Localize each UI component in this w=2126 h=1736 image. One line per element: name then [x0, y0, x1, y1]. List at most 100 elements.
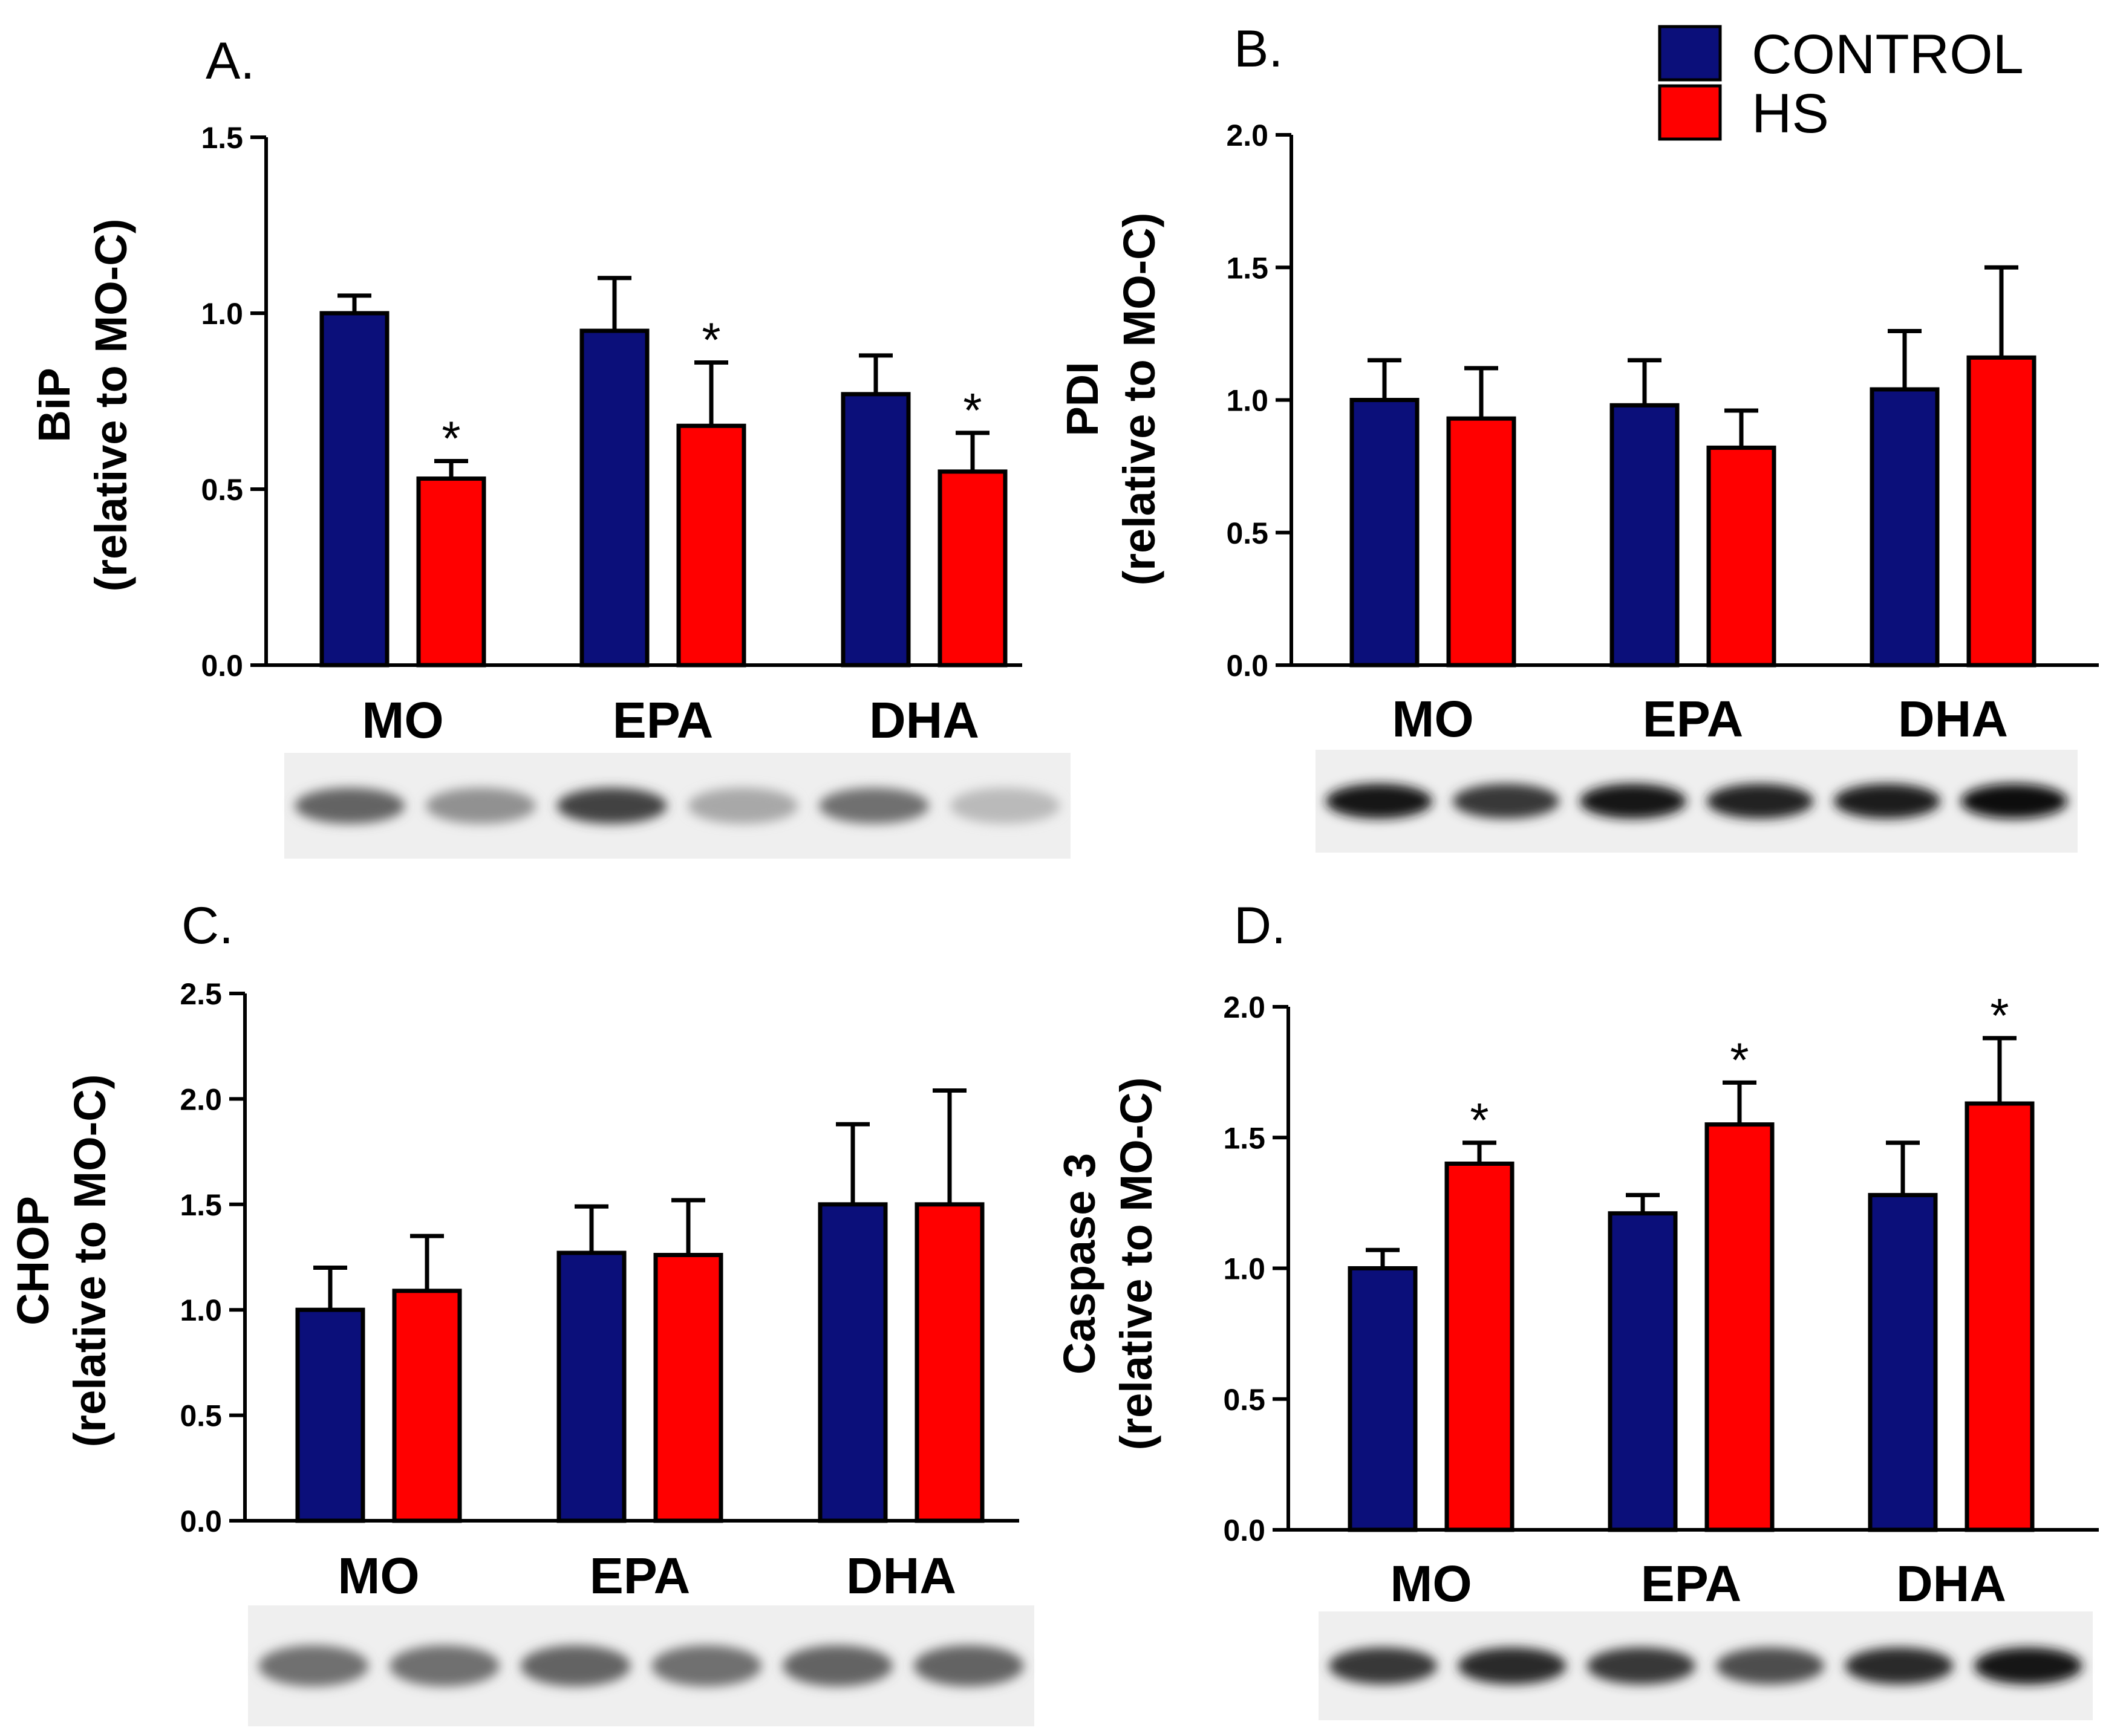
category-label: EPA	[1643, 691, 1743, 747]
bar-hs-dha	[937, 469, 1008, 668]
bar-control-mo	[295, 1307, 365, 1523]
significance-mark: *	[1730, 1033, 1749, 1087]
blot-band	[295, 787, 405, 824]
category-label: DHA	[1898, 691, 2008, 747]
significance-mark: *	[702, 313, 720, 366]
bar-control-epa	[556, 1250, 627, 1523]
y-tick-label: 0.0	[201, 649, 243, 683]
bar-control-dha	[1868, 1192, 1938, 1532]
panel-letter: C.	[181, 897, 233, 955]
blot-band	[426, 787, 536, 824]
y-tick-label: 1.5	[1223, 1121, 1265, 1155]
bar-control-epa	[579, 328, 650, 668]
blot-band	[520, 1645, 631, 1686]
blot-band	[1974, 1647, 2082, 1685]
category-label: EPA	[590, 1547, 690, 1604]
blot-band	[1458, 1647, 1567, 1685]
blot-band	[1586, 1647, 1695, 1685]
y-tick-label: 1.5	[180, 1188, 222, 1222]
blot-band	[1706, 784, 1814, 819]
significance-mark: *	[1470, 1093, 1489, 1147]
bar-hs-dha	[915, 1202, 985, 1523]
category-label: DHA	[869, 692, 979, 749]
bar-control-mo	[1348, 1266, 1418, 1532]
legend-label-hs: HS	[1752, 83, 1829, 145]
category-label: DHA	[1896, 1555, 2006, 1612]
category-label: MO	[362, 692, 443, 749]
y-tick-label: 0.5	[1226, 516, 1268, 550]
y-tick-label: 1.0	[201, 297, 243, 331]
category-label: EPA	[1641, 1555, 1741, 1612]
blot-band	[950, 787, 1060, 824]
significance-mark: *	[1990, 989, 2009, 1042]
blot-band	[1716, 1647, 1825, 1685]
panel-letter: D.	[1234, 897, 1286, 955]
y-tick-label: 1.5	[1226, 251, 1268, 285]
blot-band	[1845, 1647, 1954, 1685]
blot-band	[783, 1645, 893, 1686]
bar-hs-mo	[1446, 416, 1516, 668]
blot-band	[390, 1645, 500, 1686]
blot-band	[913, 1645, 1024, 1686]
category-label: MO	[337, 1547, 419, 1604]
blot-band	[1579, 784, 1687, 819]
blot-band	[258, 1645, 369, 1686]
panel-letter: B.	[1234, 20, 1283, 78]
blot-band	[556, 787, 667, 824]
y-tick-label: 0.5	[201, 473, 243, 507]
legend-swatch-hs	[1658, 84, 1722, 141]
bar-hs-dha	[1965, 1101, 2035, 1532]
y-tick-label: 2.0	[1223, 990, 1265, 1024]
y-tick-label: 2.5	[180, 977, 222, 1011]
blot-band	[1452, 784, 1560, 819]
bar-control-dha	[818, 1202, 888, 1523]
bar-control-epa	[1608, 1211, 1678, 1532]
y-tick-label: 0.0	[180, 1504, 222, 1538]
bar-hs-epa	[676, 423, 746, 668]
blot-band	[1833, 784, 1941, 819]
y-axis-label: CHOP (relative to MO-C)	[8, 1074, 115, 1448]
panel-1: B. PDI (relative to MO-C) 0.0 0.5 1.0 1.5 2.0 MO…	[1057, 20, 2099, 853]
blot-image	[248, 1605, 1034, 1726]
significance-mark: *	[442, 411, 460, 465]
blot-image	[1316, 750, 2078, 853]
y-tick-label: 0.0	[1226, 649, 1268, 683]
y-axis-label: BiP (relative to MO-C)	[29, 219, 136, 592]
bar-hs-epa	[1706, 445, 1776, 668]
category-label: EPA	[613, 692, 713, 749]
category-label: DHA	[846, 1547, 956, 1604]
y-tick-label: 0.5	[180, 1399, 222, 1433]
panels: A. BiP (relative to MO-C) 0.0 0.5 1.0 1.5 * MO * E…	[8, 20, 2099, 1726]
panel-3: D. Caspase 3 (relative to MO-C) 0.0 0.5 1.0 1.…	[1054, 897, 2099, 1720]
blot-image	[284, 753, 1071, 859]
blot-band	[819, 787, 929, 824]
blot-band	[688, 787, 798, 824]
y-tick-label: 1.5	[201, 121, 243, 155]
y-tick-label: 1.0	[180, 1293, 222, 1327]
blot-band	[651, 1645, 762, 1686]
blot-band	[1960, 784, 2068, 819]
bar-control-dha	[1870, 387, 1940, 668]
legend: CONTROL HS	[1658, 24, 2024, 145]
y-tick-label: 0.5	[1223, 1383, 1265, 1417]
category-label: MO	[1392, 691, 1473, 747]
blot-image	[1319, 1611, 2093, 1720]
bar-control-mo	[319, 311, 390, 668]
panel-0: A. BiP (relative to MO-C) 0.0 0.5 1.0 1.5 * MO * E…	[29, 32, 1071, 859]
blot-band	[1329, 1647, 1438, 1685]
bar-hs-epa	[653, 1253, 723, 1523]
y-tick-label: 1.0	[1226, 384, 1268, 418]
panel-letter: A.	[206, 32, 255, 90]
y-tick-label: 2.0	[1226, 119, 1268, 152]
legend-label-control: CONTROL	[1752, 24, 2024, 85]
bar-control-epa	[1609, 403, 1680, 668]
panel-2: C. CHOP (relative to MO-C) 0.0 0.5 1.0 1.5 2.0 2…	[8, 897, 1034, 1726]
bar-hs-mo	[392, 1289, 462, 1523]
significance-mark: *	[963, 383, 982, 437]
y-tick-label: 2.0	[180, 1082, 222, 1116]
bar-hs-mo	[1444, 1162, 1515, 1532]
blot-band	[1325, 784, 1433, 819]
category-label: MO	[1390, 1555, 1472, 1612]
